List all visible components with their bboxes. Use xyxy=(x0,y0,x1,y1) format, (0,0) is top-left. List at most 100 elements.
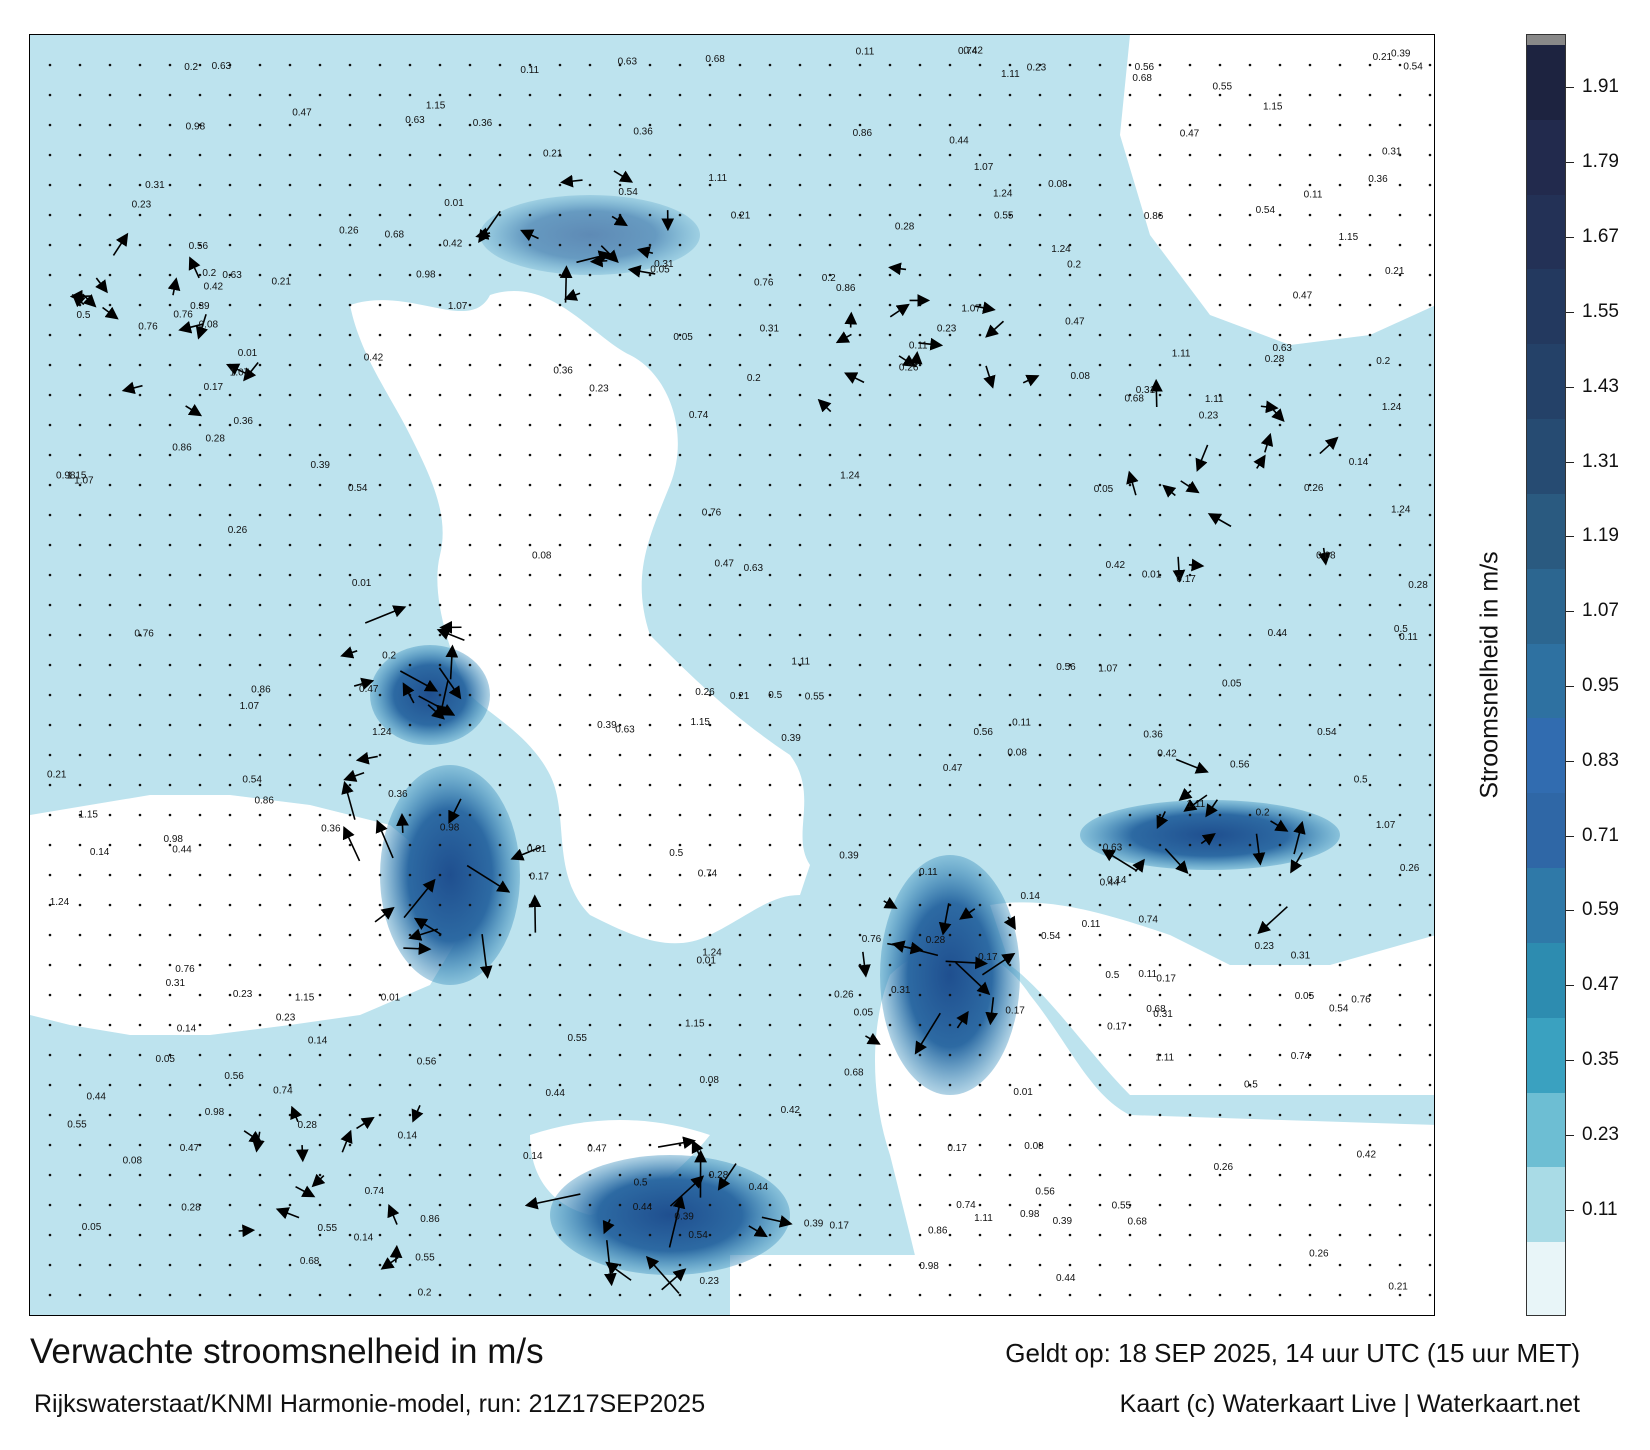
grid-dot xyxy=(918,243,922,247)
speed-label: 0.39 xyxy=(597,720,617,731)
grid-dot xyxy=(1038,333,1042,337)
grid-dot xyxy=(828,1023,832,1027)
grid-dot xyxy=(138,183,142,187)
speed-label: 0.36 xyxy=(553,365,573,376)
grid-dot xyxy=(558,423,562,427)
current-arrow xyxy=(1290,852,1304,874)
grid-dot xyxy=(588,1263,592,1267)
grid-dot xyxy=(378,933,382,937)
grid-dot xyxy=(1278,843,1282,847)
grid-dot xyxy=(1158,1113,1162,1117)
grid-dot xyxy=(1098,543,1102,547)
grid-dot xyxy=(78,393,82,397)
grid-dot xyxy=(588,933,592,937)
grid-dot xyxy=(1038,93,1042,97)
grid-dot xyxy=(1218,1143,1222,1147)
grid-dot xyxy=(738,183,742,187)
grid-dot xyxy=(588,993,592,997)
grid-dot xyxy=(1158,603,1162,607)
grid-dot xyxy=(1338,1233,1342,1237)
grid-dot xyxy=(858,213,862,217)
grid-dot xyxy=(378,93,382,97)
speed-label: 0.17 xyxy=(829,1220,849,1231)
grid-dot xyxy=(408,1113,412,1117)
grid-dot xyxy=(318,1143,322,1147)
grid-dot xyxy=(138,1173,142,1177)
grid-dot xyxy=(198,843,202,847)
grid-dot xyxy=(1368,903,1372,907)
grid-dot xyxy=(138,933,142,937)
grid-dot xyxy=(318,603,322,607)
speed-label: 0.31 xyxy=(891,985,911,996)
grid-dot xyxy=(1338,93,1342,97)
grid-dot xyxy=(108,333,112,337)
grid-dot xyxy=(1248,783,1252,787)
current-arrow xyxy=(611,214,628,227)
channel-fast-4 xyxy=(550,1155,790,1275)
colorbar-tick xyxy=(1566,910,1574,912)
speed-label: 0.47 xyxy=(1293,291,1313,302)
grid-dot xyxy=(648,1203,652,1207)
grid-dot xyxy=(1038,603,1042,607)
grid-dot xyxy=(1188,633,1192,637)
grid-dot xyxy=(678,243,682,247)
grid-dot xyxy=(318,1083,322,1087)
speed-label: 0.05 xyxy=(156,1054,176,1065)
grid-dot xyxy=(1098,63,1102,67)
speed-label: 1.24 xyxy=(840,470,860,481)
grid-dot xyxy=(1308,1143,1312,1147)
grid-dot xyxy=(1368,1233,1372,1237)
grid-dot xyxy=(648,1023,652,1027)
grid-dot xyxy=(1278,903,1282,907)
grid-dot xyxy=(1308,363,1312,367)
grid-dot xyxy=(1038,1053,1042,1057)
grid-dot xyxy=(378,453,382,457)
grid-dot xyxy=(258,513,262,517)
grid-dot xyxy=(618,363,622,367)
grid-dot xyxy=(858,1023,862,1027)
grid-dot xyxy=(168,1293,172,1297)
grid-dot xyxy=(588,123,592,127)
grid-dot xyxy=(828,633,832,637)
grid-dot xyxy=(1308,1023,1312,1027)
grid-dot xyxy=(48,753,52,757)
grid-dot xyxy=(1188,693,1192,697)
current-arrow xyxy=(1126,470,1139,496)
colorbar-step xyxy=(1527,119,1565,196)
grid-dot xyxy=(78,423,82,427)
grid-dot xyxy=(1278,933,1282,937)
grid-dot xyxy=(108,303,112,307)
grid-dot xyxy=(678,123,682,127)
grid-dot xyxy=(1128,363,1132,367)
grid-dot xyxy=(288,513,292,517)
current-arrow xyxy=(717,1163,737,1191)
grid-dot xyxy=(1368,333,1372,337)
speed-label: 1.15 xyxy=(426,101,446,112)
speed-label: 0.31 xyxy=(145,180,165,191)
grid-dot xyxy=(378,753,382,757)
grid-dot xyxy=(798,693,802,697)
grid-dot xyxy=(1098,1203,1102,1207)
grid-dot xyxy=(1008,993,1012,997)
grid-dot xyxy=(648,963,652,967)
grid-dot xyxy=(1428,903,1432,907)
current-arrow xyxy=(195,314,209,340)
grid-dot xyxy=(1098,843,1102,847)
grid-dot xyxy=(948,843,952,847)
colorbar-step xyxy=(1527,793,1565,870)
grid-dot xyxy=(1098,333,1102,337)
grid-dot xyxy=(198,993,202,997)
grid-dot xyxy=(678,363,682,367)
current-arrow xyxy=(1178,787,1193,801)
grid-dot xyxy=(1068,1173,1072,1177)
grid-dot xyxy=(138,303,142,307)
grid-dot xyxy=(678,513,682,517)
grid-dot xyxy=(1128,903,1132,907)
channel-fast-1 xyxy=(370,645,490,745)
grid-dot xyxy=(888,753,892,757)
grid-dot xyxy=(978,933,982,937)
grid-dot xyxy=(648,63,652,67)
grid-dot xyxy=(588,903,592,907)
grid-dot xyxy=(1218,453,1222,457)
grid-dot xyxy=(498,873,502,877)
